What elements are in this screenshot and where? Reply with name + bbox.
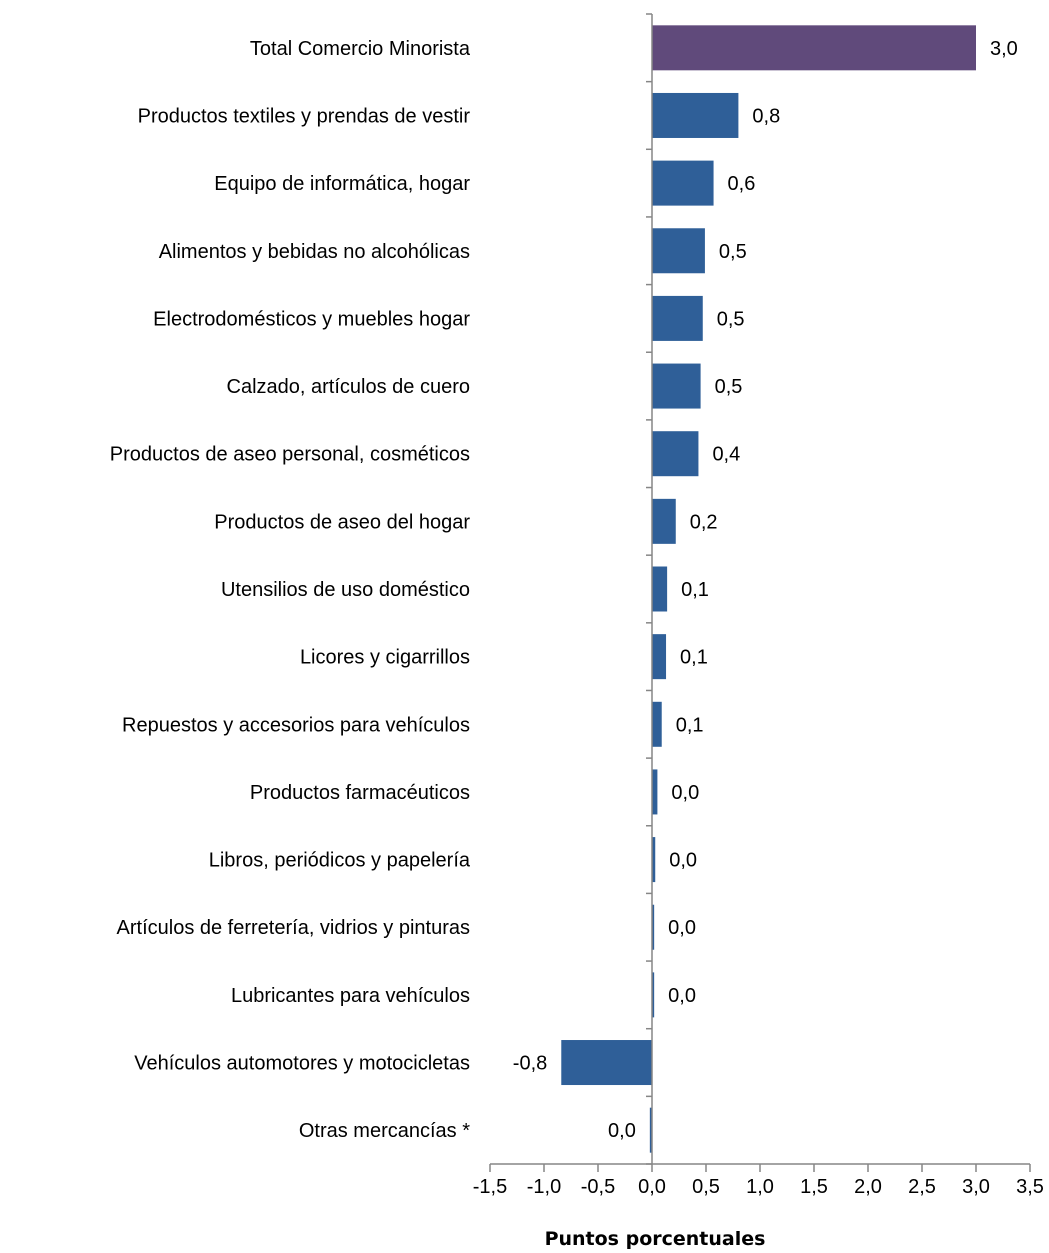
bar [652,972,655,1018]
category-label: Vehículos automotores y motocicletas [134,1053,470,1075]
value-label: 0,2 [690,511,718,533]
category-label: Equipo de informática, hogar [214,173,470,195]
bar [652,363,701,409]
x-tick-labels: -1,5 -1,0 -0,5 0,0 0,5 1,0 1,5 2,0 2,5 3,0 3,5 [473,1176,1044,1198]
value-label: 0,0 [608,1120,636,1142]
value-label: 0,1 [676,714,704,736]
x-tick-label: -1,5 [473,1176,507,1198]
bar [652,498,676,544]
category-label: Libros, periódicos y papelería [209,850,471,872]
value-label: 0,6 [728,173,756,195]
bar [652,634,667,680]
x-tick-label: 3,5 [1016,1176,1044,1198]
x-tick-label: 1,5 [800,1176,828,1198]
category-label: Utensilios de uso doméstico [221,579,470,601]
x-tick-label: -1,0 [527,1176,561,1198]
value-label: 0,0 [671,782,699,804]
bar [652,904,655,950]
bar [561,1040,652,1086]
category-label: Otras mercancías * [299,1120,470,1142]
x-tick-label: 0,5 [692,1176,720,1198]
category-label: Licores y cigarrillos [300,647,470,669]
bars-group [561,25,976,1153]
category-label: Productos farmacéuticos [250,782,470,804]
x-tick-label: -0,5 [581,1176,615,1198]
value-label: 0,5 [717,308,745,330]
x-tick-label: 2,0 [854,1176,882,1198]
category-label: Electrodomésticos y muebles hogar [153,308,470,330]
value-label: 0,1 [681,579,709,601]
category-label: Calzado, artículos de cuero [227,376,470,398]
bar [652,92,739,138]
bar [652,25,976,71]
category-label: Repuestos y accesorios para vehículos [122,714,470,736]
value-label: -0,8 [513,1053,547,1075]
category-label: Total Comercio Minorista [250,38,471,60]
value-label: 0,5 [719,241,747,263]
value-label: 0,0 [668,985,696,1007]
category-label: Productos de aseo personal, cosméticos [110,444,470,466]
category-label: Productos de aseo del hogar [214,511,470,533]
value-label: 0,1 [680,647,708,669]
bar [652,701,662,747]
bar [652,566,668,612]
x-tick-label: 2,5 [908,1176,936,1198]
value-label: 0,4 [712,444,740,466]
value-label: 3,0 [990,38,1018,60]
bar [649,1107,652,1153]
category-label: Artículos de ferretería, vidrios y pintu… [117,917,470,939]
x-tick-label: 1,0 [746,1176,774,1198]
x-axis-title: Puntos porcentuales [545,1228,766,1250]
value-label: 0,0 [669,850,697,872]
category-label: Lubricantes para vehículos [231,985,470,1007]
bar [652,837,656,883]
value-label: 0,5 [715,376,743,398]
x-tick-label: 0,0 [638,1176,666,1198]
bar [652,228,705,274]
category-labels: Total Comercio Minorista Productos textil… [110,38,471,1142]
axes-group [489,13,1031,1172]
value-label: 0,0 [668,917,696,939]
bar [652,769,658,815]
category-label: Productos textiles y prendas de vestir [138,105,471,127]
bar [652,295,703,341]
x-tick-label: 3,0 [962,1176,990,1198]
value-label: 0,8 [752,105,780,127]
value-labels: 3,0 0,8 0,6 0,5 0,5 0,5 0,4 0,2 0,1 0,1 0,1 0,0 0,0 0… [513,38,1018,1142]
category-label: Alimentos y bebidas no alcohólicas [159,241,470,263]
bar [652,160,714,206]
bar [652,431,699,477]
